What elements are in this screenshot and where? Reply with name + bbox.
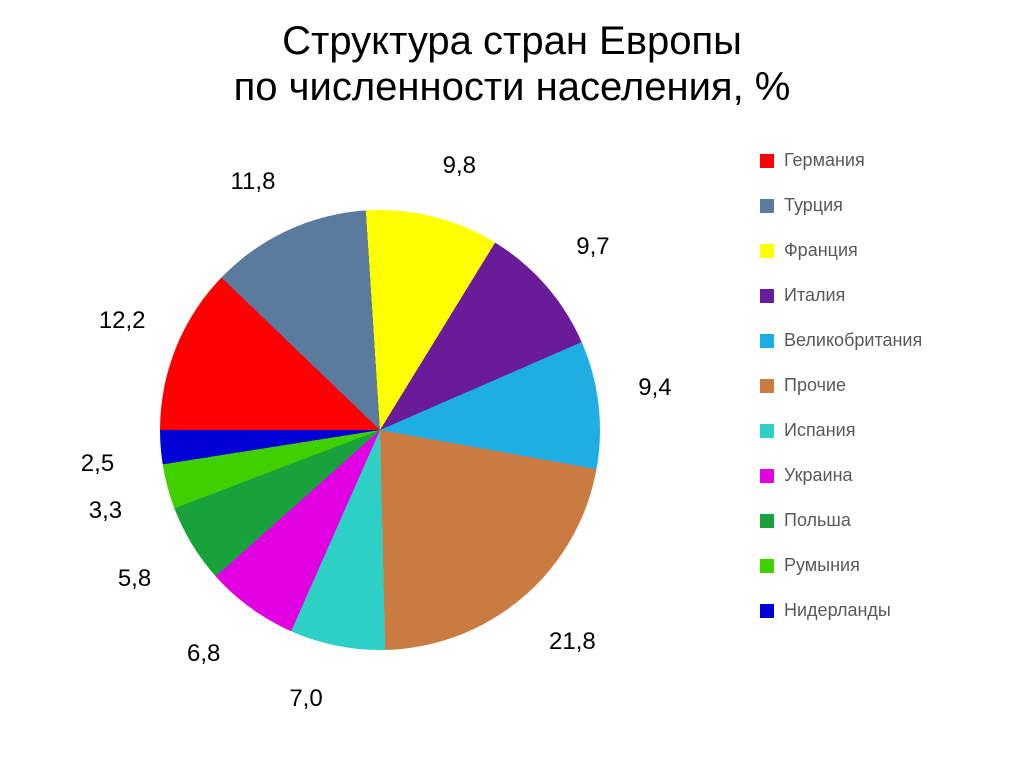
- legend-item: Польша: [760, 510, 1000, 531]
- legend-label: Турция: [784, 195, 843, 216]
- legend-item: Испания: [760, 420, 1000, 441]
- legend-item: Нидерланды: [760, 600, 1000, 621]
- legend-item: Германия: [760, 150, 1000, 171]
- slice-label: 5,8: [118, 565, 151, 593]
- legend-label: Германия: [784, 150, 865, 171]
- legend-label: Франция: [784, 240, 858, 261]
- legend-label: Нидерланды: [784, 600, 891, 621]
- slice-label: 2,5: [81, 450, 114, 478]
- legend-item: Франция: [760, 240, 1000, 261]
- legend-swatch: [760, 289, 774, 303]
- slice-label: 9,8: [443, 152, 476, 180]
- legend-swatch: [760, 469, 774, 483]
- legend-item: Украина: [760, 465, 1000, 486]
- slice-label: 21,8: [549, 628, 596, 656]
- slice-label: 7,0: [289, 685, 322, 713]
- legend-item: Великобритания: [760, 330, 1000, 351]
- legend-item: Прочие: [760, 375, 1000, 396]
- pie-chart: 12,2 11,8 9,8 9,7 9,4 21,8 7,0 6,8 5,8 3,3 2,5: [40, 140, 720, 740]
- legend-swatch: [760, 334, 774, 348]
- slice-label: 3,3: [89, 497, 122, 525]
- legend-swatch: [760, 199, 774, 213]
- title-line-1: Структура стран Европы: [282, 19, 742, 63]
- legend-swatch: [760, 154, 774, 168]
- legend-label: Испания: [784, 420, 855, 441]
- legend-swatch: [760, 559, 774, 573]
- legend-item: Турция: [760, 195, 1000, 216]
- legend-label: Украина: [784, 465, 853, 486]
- legend-swatch: [760, 424, 774, 438]
- title-line-2: по численности населения, %: [234, 65, 791, 109]
- slice-label: 6,8: [187, 640, 220, 668]
- legend-item: Румыния: [760, 555, 1000, 576]
- legend-swatch: [760, 379, 774, 393]
- legend-label: Италия: [784, 285, 845, 306]
- legend-swatch: [760, 514, 774, 528]
- legend-item: Италия: [760, 285, 1000, 306]
- legend-label: Великобритания: [784, 330, 922, 351]
- page: Структура стран Европы по численности на…: [0, 0, 1024, 767]
- legend-label: Польша: [784, 510, 851, 531]
- legend-label: Румыния: [784, 555, 860, 576]
- legend-swatch: [760, 244, 774, 258]
- slice-label: 12,2: [99, 307, 146, 335]
- pie-disc: [160, 210, 600, 650]
- legend-label: Прочие: [784, 375, 846, 396]
- slice-label: 9,4: [638, 374, 671, 402]
- slice-label: 9,7: [576, 233, 609, 261]
- slice-label: 11,8: [231, 168, 276, 196]
- legend: Германия Турция Франция Италия Великобритани…: [760, 150, 1000, 645]
- chart-title: Структура стран Европы по численности на…: [0, 18, 1024, 110]
- legend-swatch: [760, 604, 774, 618]
